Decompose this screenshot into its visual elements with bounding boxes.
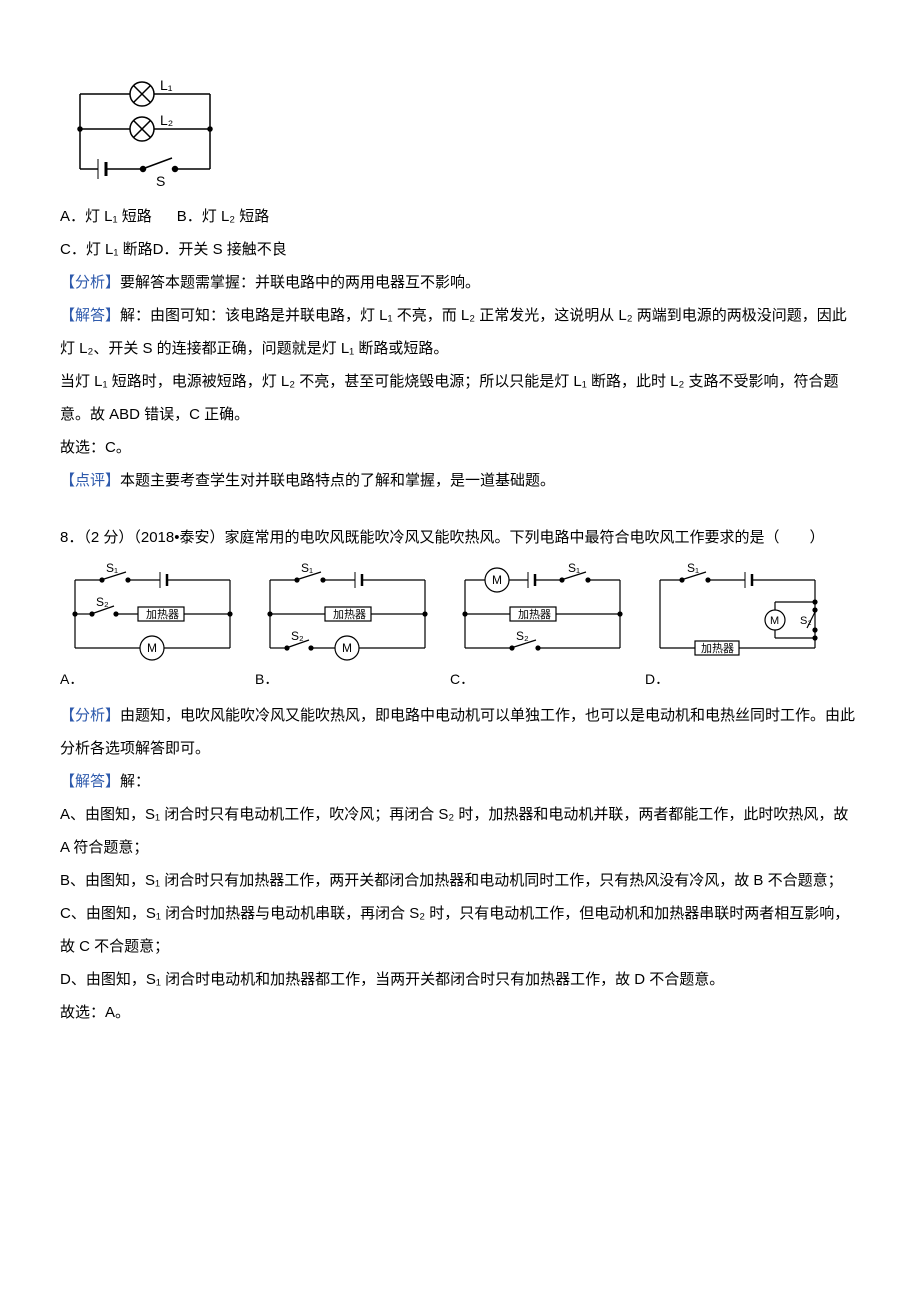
svg-text:S₁: S₁: [106, 562, 118, 575]
q8-option-b-label: B．: [255, 664, 440, 695]
svg-text:S₂: S₂: [291, 629, 304, 643]
svg-text:加热器: 加热器: [701, 642, 734, 655]
svg-text:M: M: [147, 641, 157, 655]
svg-text:S₂: S₂: [516, 629, 529, 643]
label-s: S: [156, 173, 165, 189]
svg-text:加热器: 加热器: [518, 608, 551, 621]
q8-ans-a: A、由图知，S₁ 闭合时只有电动机工作，吹冷风；再闭合 S₂ 时，加热器和电动机…: [60, 798, 860, 864]
svg-text:S₁: S₁: [301, 562, 313, 575]
svg-text:M: M: [492, 573, 502, 587]
q8-circuit-d: S₁ M S₂ 加热器: [645, 562, 830, 662]
q8-ans-c: C、由图知，S₁ 闭合时加热器与电动机串联，再闭合 S₂ 时，只有电动机工作，但…: [60, 897, 860, 963]
label-l2: L₂: [160, 112, 173, 128]
q7-comment: 本题主要考查学生对并联电路特点的了解和掌握，是一道基础题。: [120, 472, 555, 489]
q8-circuit-c: M S₁ 加热器 S₂: [450, 562, 635, 662]
q8-answer-head: 解：: [120, 773, 150, 790]
q8-ans-b: B、由图知，S₁ 闭合时只有加热器工作，两开关都闭合加热器和电动机同时工作，只有…: [60, 864, 860, 897]
comment-label: 【点评】: [60, 472, 120, 489]
q8-option-d-label: D．: [645, 664, 830, 695]
q7-answer-p3: 故选：C。: [60, 431, 860, 464]
q7-answer-p2: 当灯 L₁ 短路时，电源被短路，灯 L₂ 不亮，甚至可能烧毁电源；所以只能是灯 …: [60, 365, 860, 431]
q8-ans-final: 故选：A。: [60, 996, 860, 1029]
q7-option-b: B．灯 L₂ 短路: [177, 208, 270, 225]
q7-option-c: C．灯 L₁ 断路: [60, 241, 153, 258]
q8-stem: 8．（2 分）（2018•泰安）家庭常用的电吹风既能吹冷风又能吹热风。下列电路中…: [60, 521, 860, 554]
svg-text:M: M: [342, 641, 352, 655]
q7-option-a: A．灯 L₁ 短路: [60, 208, 152, 225]
svg-text:加热器: 加热器: [333, 608, 366, 621]
q8-options-row: S₁ S₂ 加热器 M A．: [60, 562, 860, 695]
q7-analysis: 要解答本题需掌握：并联电路中的两用电器互不影响。: [120, 274, 480, 291]
q8-circuit-a: S₁ S₂ 加热器 M: [60, 562, 245, 662]
svg-text:S₂: S₂: [96, 595, 109, 609]
q8-option-a-label: A．: [60, 664, 245, 695]
q8-analysis: 由题知，电吹风能吹冷风又能吹热风，即电路中电动机可以单独工作，也可以是电动机和电…: [60, 707, 855, 757]
q7-answer-p1: 解：由图可知：该电路是并联电路，灯 L₁ 不亮，而 L₂ 正常发光，这说明从 L…: [60, 307, 847, 357]
svg-text:S₁: S₁: [568, 562, 580, 575]
q7-option-d: D．开关 S 接触不良: [153, 241, 287, 258]
q8-answer-label: 【解答】: [60, 773, 120, 790]
q8-circuit-b: S₁ S₂ 加热器 M: [255, 562, 440, 662]
q7-circuit-diagram: L₁ L₂ S: [60, 74, 860, 194]
q8-ans-d: D、由图知，S₁ 闭合时电动机和加热器都工作，当两开关都闭合时只有加热器工作，故…: [60, 963, 860, 996]
svg-text:加热器: 加热器: [146, 608, 179, 621]
answer-label: 【解答】: [60, 307, 120, 324]
svg-text:S₂: S₂: [800, 615, 812, 627]
q8-option-c-label: C．: [450, 664, 635, 695]
analysis-label: 【分析】: [60, 274, 120, 291]
q8-analysis-label: 【分析】: [60, 707, 120, 724]
svg-text:M: M: [770, 615, 779, 627]
svg-text:S₁: S₁: [687, 562, 699, 575]
label-l1: L₁: [160, 77, 173, 93]
